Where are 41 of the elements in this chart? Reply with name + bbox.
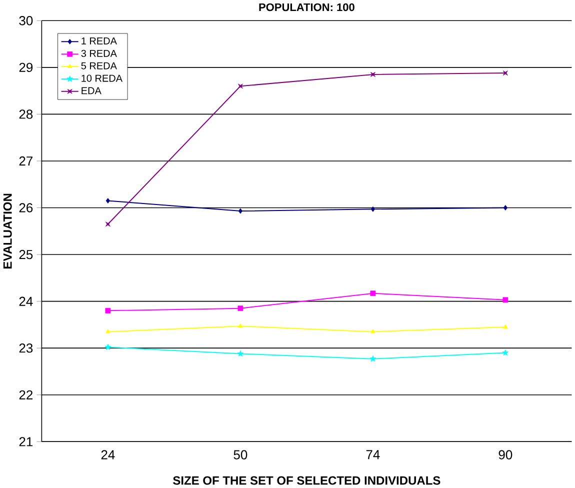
y-axis-title: EVALUATION (3, 194, 12, 268)
x-tick-label: 24 (101, 450, 115, 460)
y-tick-label: 30 (19, 16, 33, 26)
chart-title: POPULATION: 100 (259, 3, 354, 12)
y-tick-label: 28 (19, 110, 33, 119)
point (106, 198, 110, 204)
point (370, 355, 376, 362)
point (370, 206, 375, 212)
point (370, 290, 376, 296)
legend-label: 5 REDA (81, 62, 117, 70)
point (238, 306, 244, 311)
point (105, 222, 110, 227)
point (104, 344, 112, 350)
y-tick-label: 22 (19, 390, 32, 400)
point (106, 328, 110, 334)
point (238, 84, 243, 89)
legend-label: 3 REDA (81, 50, 117, 57)
y-tick-label: 24 (19, 296, 33, 306)
y-tick-label: 27 (19, 156, 32, 166)
y-tick-label: 29 (19, 62, 33, 72)
x-axis-title: SIZE OF THE SET OF SELECTED INDIVIDUALS (173, 476, 440, 485)
y-tick-label: 21 (19, 437, 33, 446)
point (503, 205, 508, 210)
y-tick-label: 25 (19, 250, 33, 260)
point (502, 349, 509, 356)
point (502, 70, 508, 76)
point (237, 350, 244, 356)
x-tick-label: 50 (234, 450, 248, 460)
legend-label: 1 REDA (82, 37, 117, 44)
point (502, 297, 508, 303)
point (370, 328, 376, 334)
point (238, 323, 243, 328)
y-tick-label: 26 (19, 203, 33, 212)
legend-label: EDA (82, 87, 102, 94)
x-tick-label: 90 (498, 450, 512, 460)
legend-label: 10 REDA (82, 74, 123, 82)
y-tick-label: 23 (19, 343, 33, 353)
point (503, 324, 508, 328)
x-tick-label: 74 (366, 450, 380, 460)
point (370, 72, 376, 77)
point (105, 308, 111, 314)
